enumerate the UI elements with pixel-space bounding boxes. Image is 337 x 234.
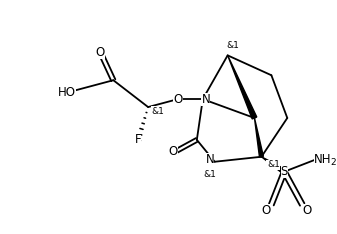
Text: O: O [168, 145, 178, 158]
Text: F: F [135, 133, 142, 146]
Text: O: O [173, 93, 183, 106]
Polygon shape [262, 157, 286, 174]
Text: O: O [96, 46, 105, 59]
Text: S: S [281, 165, 288, 178]
Text: O: O [303, 204, 312, 217]
Text: O: O [262, 204, 271, 217]
Text: 2: 2 [330, 158, 336, 167]
Text: HO: HO [58, 86, 75, 99]
Text: NH: NH [314, 153, 332, 166]
Text: N: N [202, 93, 210, 106]
Text: &1: &1 [152, 106, 164, 116]
Text: &1: &1 [267, 160, 280, 169]
Text: &1: &1 [226, 41, 239, 50]
Text: &1: &1 [203, 170, 216, 179]
Polygon shape [254, 118, 264, 157]
Text: N: N [205, 153, 214, 166]
Polygon shape [228, 55, 257, 119]
